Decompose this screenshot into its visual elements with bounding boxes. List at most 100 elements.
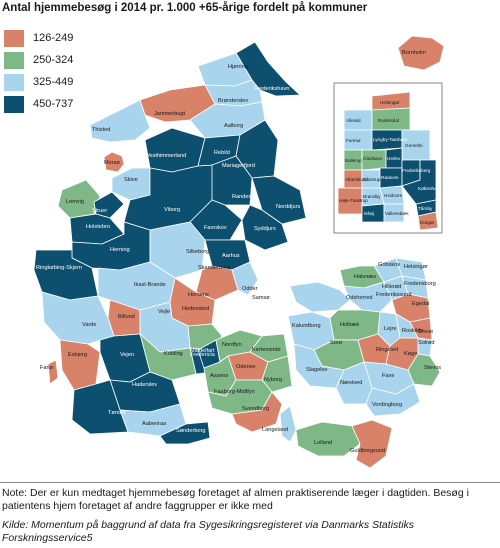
label-guldborgsund: Guldborgsund: [350, 448, 385, 454]
region-skive: [111, 167, 151, 201]
legend-label-2: 250-324: [33, 54, 74, 66]
region-bornholm: [397, 35, 445, 71]
legend-label-4: 450-737: [33, 98, 74, 110]
label-kolding: Kolding: [164, 351, 183, 357]
label-billund: Billund: [118, 314, 135, 320]
region-syddjurs: [241, 204, 289, 251]
label-inset-hoje-taastrup: Høje-Taastrup: [339, 198, 368, 203]
label-skanderborg: Skanderborg: [198, 265, 230, 271]
label-frederikshavn: Frederikshavn: [254, 86, 289, 92]
label-esbjerg: Esbjerg: [68, 352, 87, 358]
label-lolland: Lolland: [314, 440, 332, 446]
label-soro: Sorø: [330, 340, 343, 346]
legend-item-2: 250-324: [4, 49, 73, 71]
label-holstebro: Holstebro: [86, 224, 110, 230]
label-vejen: Vejen: [120, 352, 134, 358]
label-halsnaes: Halsnæs: [354, 274, 376, 280]
label-inset-gladsaxe: Gladsaxe: [363, 156, 383, 161]
region-odder: [231, 261, 259, 296]
label-inset-rudersdal: Rudersdal: [378, 118, 399, 123]
region-sonderborg: [159, 421, 211, 445]
label-randers: Randers: [232, 194, 253, 200]
label-inset-furesoe: Furesø: [346, 138, 361, 143]
label-horsens: Horsens: [188, 292, 209, 298]
label-fredensborg: Fredensborg: [404, 281, 436, 287]
label-inset-taarnby: Tårnby: [418, 205, 433, 211]
region-morso: [103, 151, 125, 173]
label-vordingborg: Vordingborg: [372, 402, 402, 408]
label-fano: Fanø: [40, 365, 54, 371]
label-odense: Odense: [236, 364, 256, 370]
region-lolland: [295, 421, 361, 457]
label-nordfyn: Nordfyn: [222, 342, 242, 348]
label-greve: Greve: [418, 329, 433, 335]
label-hjorring: Hjørring: [228, 64, 248, 70]
label-vesthimmerland: Vesthimmerland: [146, 153, 186, 159]
label-odder: Odder: [242, 286, 258, 292]
copenhagen-inset: [337, 91, 439, 231]
legend-swatch-4: [4, 95, 24, 113]
label-nyborg: Nyborg: [264, 377, 282, 383]
label-inset-ishoj: Ishøj: [364, 211, 374, 216]
legend-item-3: 325-449: [4, 71, 73, 93]
label-lejre: Lejre: [384, 326, 396, 332]
label-faaborg: Faaborg-Midtfyn: [214, 389, 255, 395]
legend-label-1: 126-249: [33, 32, 74, 44]
label-slagelse: Slagelse: [306, 367, 327, 373]
label-hedensted: Hedensted: [182, 306, 209, 312]
label-viborg: Viborg: [164, 207, 180, 213]
label-inset-frederiksberg: Frederiksberg: [402, 168, 431, 173]
label-inset-lyngby: Lyngby-Taarbæk: [373, 137, 408, 142]
region-langeland: [279, 405, 297, 443]
label-haderslev: Haderslev: [132, 382, 157, 388]
label-morso: Morsø: [104, 160, 120, 166]
legend: 126-249 250-324 325-449 450-737: [4, 27, 73, 115]
label-inset-kobenhavn: København: [418, 186, 442, 191]
source-text: Kilde: Momentum på baggrund af data fra …: [2, 519, 415, 544]
label-varde: Varde: [82, 322, 97, 328]
label-inset-vallensbaek: Vallensbæk: [385, 211, 409, 216]
label-assens: Assens: [210, 373, 229, 379]
map-title: Antal hjemmebesøg i 2014 pr. 1.000 +65-å…: [2, 2, 368, 14]
label-aarhus: Aarhus: [222, 253, 240, 259]
label-vejle: Vejle: [158, 309, 170, 315]
region-vesthimmerland: [144, 127, 206, 173]
label-solrod: Solrød: [418, 340, 434, 346]
label-favrskov: Favrskov: [204, 225, 227, 231]
region-guldborgsund: [351, 419, 393, 469]
region-odsherred: [289, 281, 351, 313]
label-sonderborg: Sønderborg: [176, 428, 206, 434]
label-inset-allerod: Allerød: [346, 118, 361, 123]
label-bronderslev: Brønderslev: [218, 98, 248, 104]
legend-swatch-2: [4, 51, 24, 69]
note-text: Note: Der er kun medtaget hjemmebesøg fo…: [2, 487, 469, 512]
label-inset-brondby: Brøndby: [363, 194, 381, 199]
label-faxe: Faxe: [382, 373, 394, 379]
label-odsherred: Odsherred: [346, 295, 372, 301]
label-middelfart: Middelfart: [190, 348, 215, 354]
label-thisted: Thisted: [92, 127, 110, 133]
label-tonder: Tønder: [108, 410, 126, 416]
label-gribskov: Gribskov: [378, 262, 400, 268]
region-fano: [47, 359, 59, 385]
label-inset-helsingor: Helsingør: [380, 100, 400, 105]
label-helsingor: Helsingør: [404, 264, 428, 270]
note-divider: [0, 482, 500, 483]
label-samso: Samsø: [252, 295, 270, 301]
legend-item-4: 450-737: [4, 93, 73, 115]
region-struer: [93, 191, 125, 219]
label-lemvig: Lemvig: [66, 199, 84, 205]
label-skive: Skive: [124, 177, 138, 183]
label-ikast: Ikast-Brande: [134, 282, 166, 288]
label-mariagerfjord: Mariagerfjord: [222, 163, 255, 169]
label-ringkobing: Ringkøbing-Skjern: [36, 265, 82, 271]
region-frederikssund: [343, 281, 393, 313]
label-langeland: Langeland: [262, 427, 288, 433]
legend-swatch-3: [4, 73, 24, 91]
legend-swatch-1: [4, 29, 24, 47]
label-inset-herlev: Herlev: [387, 156, 401, 161]
label-svendborg: Svendborg: [242, 406, 269, 412]
legend-label-3: 325-449: [33, 76, 74, 88]
label-roskilde: Roskilde: [402, 328, 423, 334]
label-inset-hvidovre: Hvidovre: [384, 193, 403, 198]
